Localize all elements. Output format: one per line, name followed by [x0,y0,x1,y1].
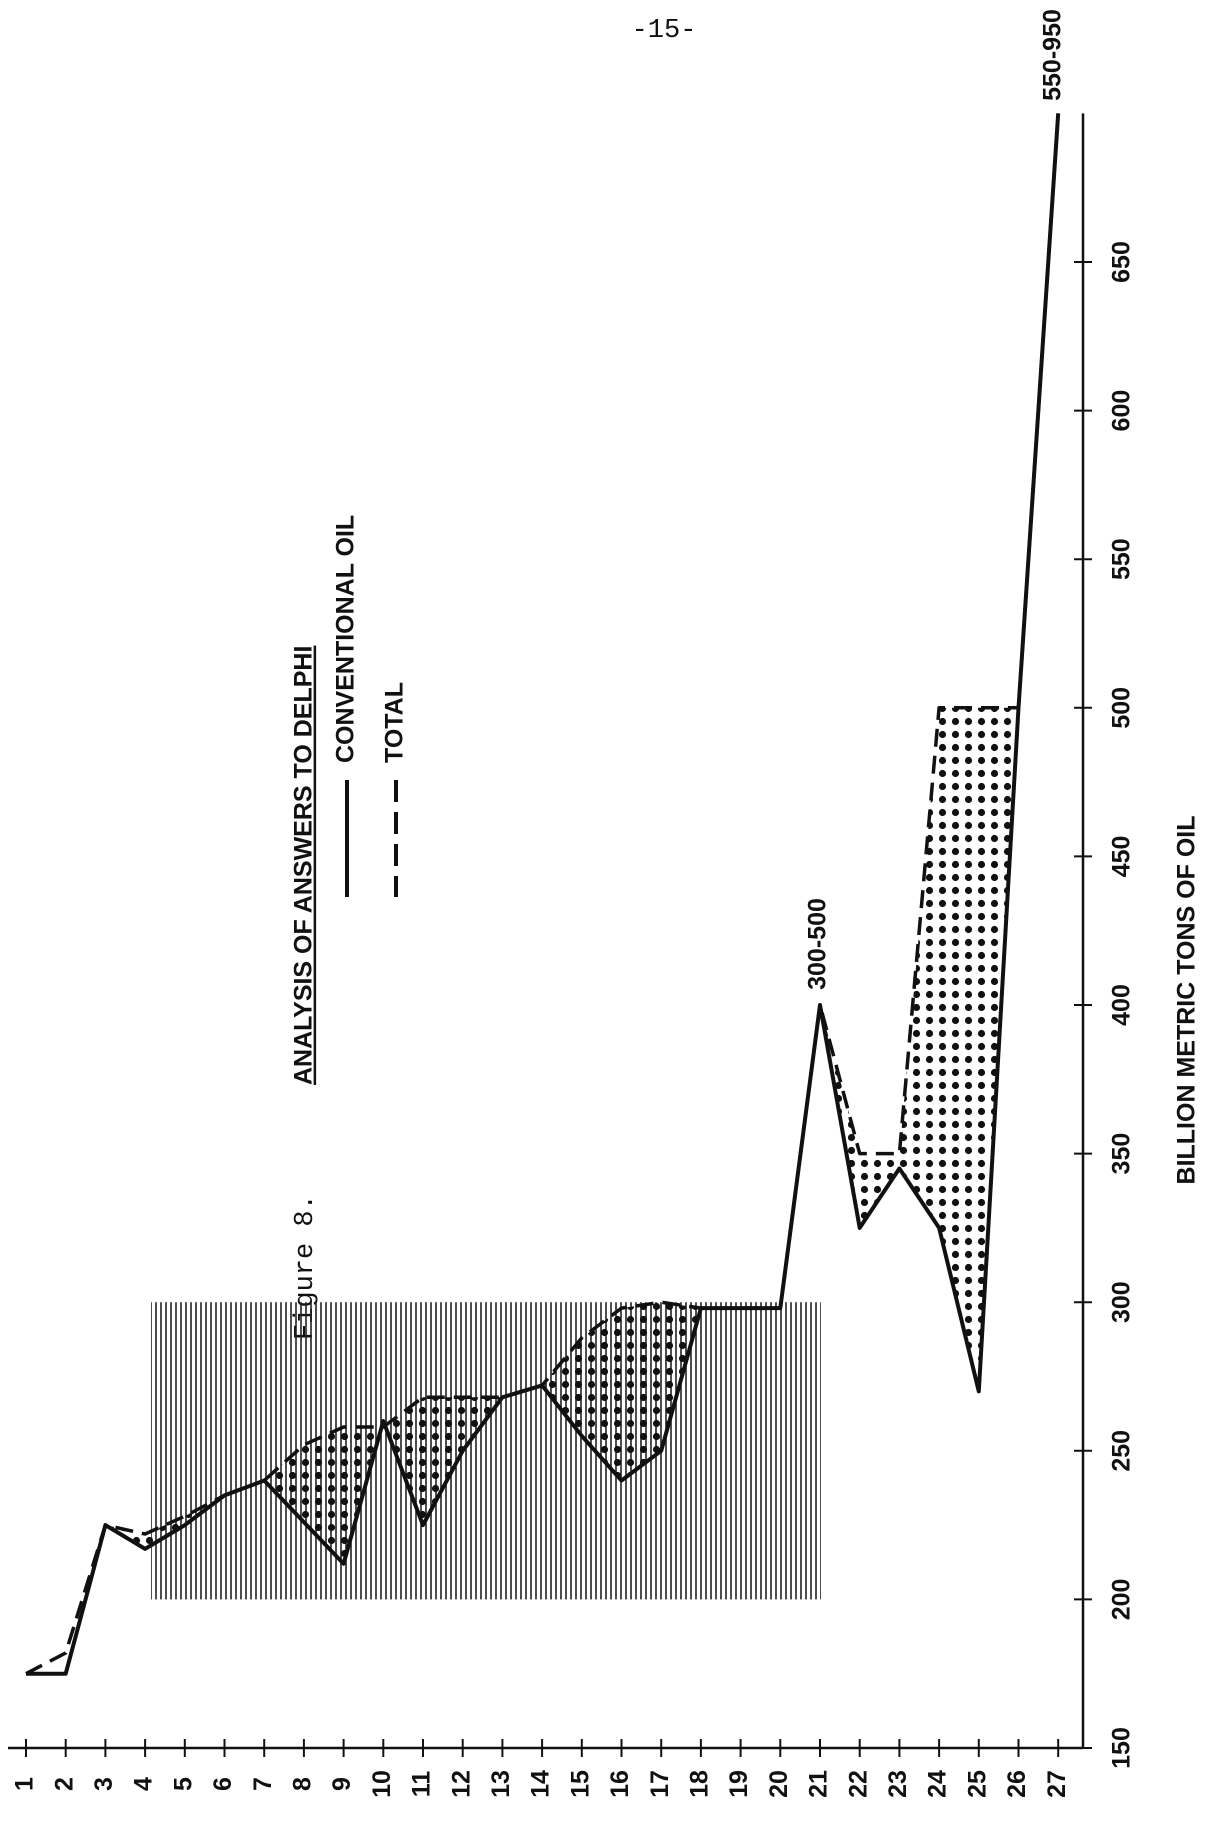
annotation: 300-500 [804,898,832,990]
value-tick-label: 150 [1108,1727,1136,1769]
value-tick-label: 600 [1108,390,1136,432]
category-label: 22 [844,1770,872,1798]
category-label: 24 [924,1770,952,1798]
category-label: 20 [765,1770,793,1798]
category-label: 17 [646,1770,674,1798]
annotation: 550-950 [1039,9,1067,101]
category-label: 2 [50,1777,78,1791]
category-label: 3 [90,1777,118,1791]
category-label: 25 [963,1770,991,1798]
category-label: 10 [368,1770,396,1798]
value-tick-label: 500 [1108,687,1136,729]
category-label: 5 [169,1777,197,1791]
category-label: 19 [725,1770,753,1798]
category-label: 9 [328,1777,356,1791]
category-label: 15 [566,1770,594,1798]
value-tick-label: 200 [1108,1579,1136,1621]
page-number: -15- [632,16,697,46]
category-label: 11 [408,1771,436,1798]
axis-title: BILLION METRIC TONS OF OIL [1173,816,1201,1185]
category-label: 14 [527,1770,555,1798]
value-tick-label: 350 [1108,1133,1136,1175]
category-label: 16 [606,1770,634,1798]
value-tick-label: 300 [1108,1281,1136,1323]
category-label: 6 [209,1777,237,1791]
legend-label: TOTAL [381,682,409,763]
category-label: 23 [884,1770,912,1798]
category-label: 4 [130,1777,158,1791]
category-label: 1 [11,1777,39,1791]
category-label: 26 [1003,1770,1031,1798]
category-label: 27 [1043,1770,1071,1798]
legend-label: CONVENTIONAL OIL [332,515,360,763]
value-tick-label: 450 [1108,836,1136,878]
range-band [151,1302,821,1600]
value-tick-label: 400 [1108,984,1136,1026]
series-line [25,113,1060,1676]
shaded-gap [105,707,1019,1564]
category-label: 21 [805,1770,833,1798]
category-label: 7 [249,1777,277,1791]
category-label: 8 [289,1777,317,1791]
value-tick-label: 550 [1108,538,1136,580]
category-label: 13 [487,1770,515,1798]
value-tick-label: 650 [1108,241,1136,283]
figure-title: ANALYSIS OF ANSWERS TO DELPHI [290,646,318,1085]
category-label: 18 [686,1770,714,1798]
value-tick-label: 250 [1108,1430,1136,1472]
category-label: 12 [447,1770,475,1798]
